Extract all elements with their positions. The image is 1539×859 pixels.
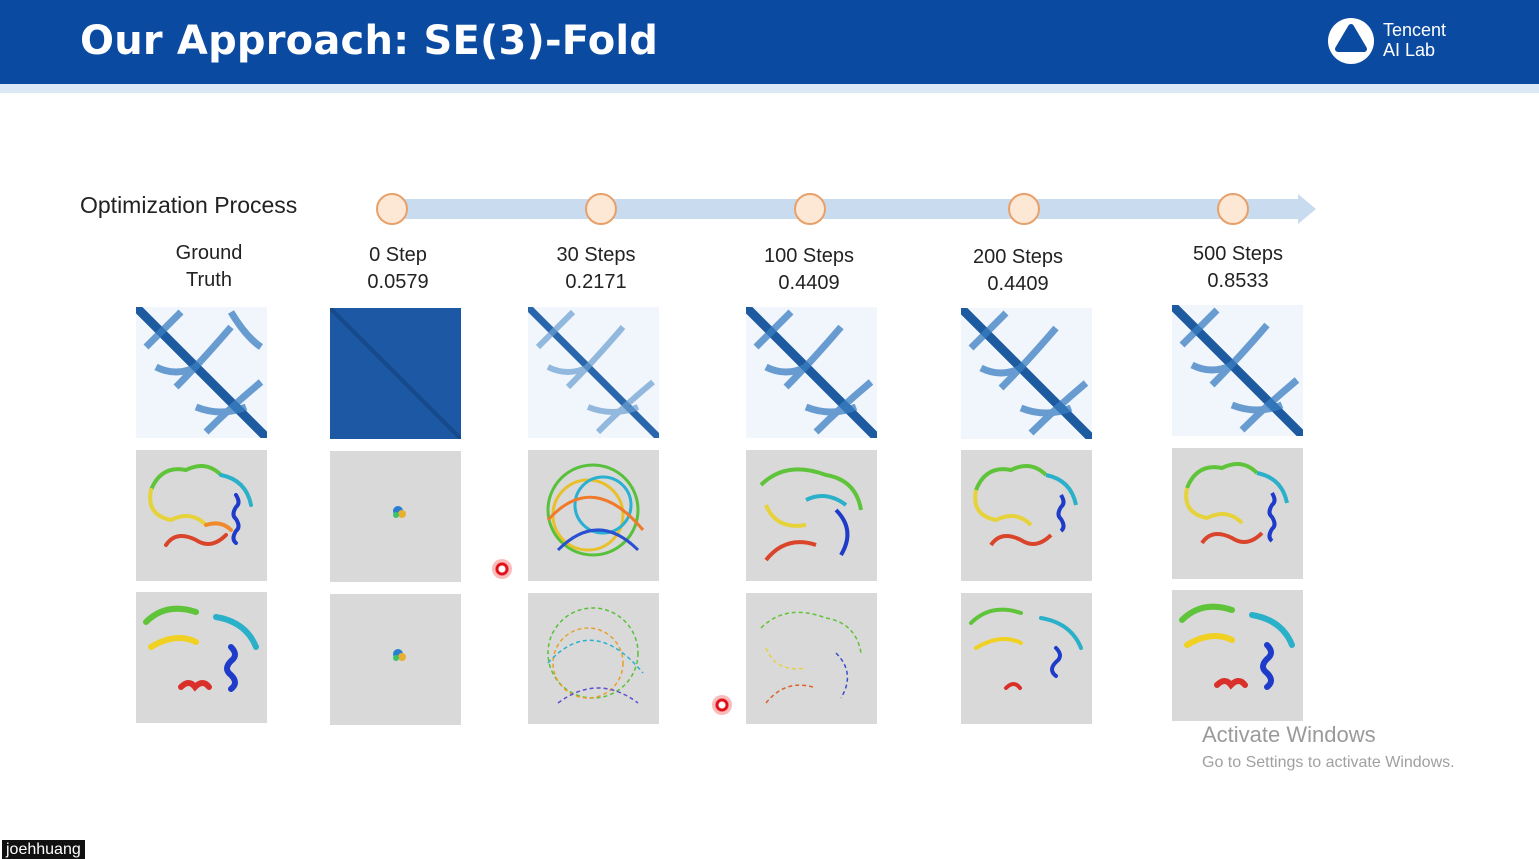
contact-map-30-steps — [528, 307, 659, 438]
cartoon-ground-truth — [136, 592, 267, 723]
tencent-logo-icon — [1328, 18, 1374, 64]
activate-windows-subtitle: Go to Settings to activate Windows. — [1202, 754, 1455, 771]
column-label-score: 0.0579 — [367, 271, 429, 293]
timeline-node-4 — [1217, 193, 1249, 225]
structure-30-steps — [528, 450, 659, 581]
timeline-node-3 — [1008, 193, 1040, 225]
structure-ground-truth — [136, 450, 267, 581]
column-label-name: 500 Steps — [1192, 243, 1284, 265]
column-label-500-steps: 500 Steps 0.8533 — [1158, 241, 1318, 295]
cartoon-0-step — [330, 594, 461, 725]
structure-500-steps — [1172, 448, 1303, 579]
column-label-0-step: 0 Step 0.0579 — [318, 242, 478, 296]
timeline-node-0 — [376, 193, 408, 225]
structure-0-step — [330, 451, 461, 582]
column-label-name: 200 Steps — [972, 246, 1064, 268]
timeline-node-1 — [585, 193, 617, 225]
logo-text-line-1: Tencent — [1383, 20, 1447, 40]
structure-200-steps — [961, 450, 1092, 581]
column-label-line-1: Ground — [175, 242, 243, 264]
column-label-30-steps: 30 Steps 0.2171 — [516, 242, 676, 296]
column-label-name: 0 Step — [369, 244, 427, 266]
timeline-arrow — [376, 193, 1316, 225]
cartoon-500-steps — [1172, 590, 1303, 721]
logo-text-line-2: AI Lab — [1383, 40, 1436, 60]
timeline-node-2 — [794, 193, 826, 225]
contact-map-200-steps — [961, 308, 1092, 439]
column-label-name: 30 Steps — [556, 244, 636, 266]
contact-map-ground-truth — [136, 307, 267, 438]
pointer-dot — [492, 559, 512, 579]
column-label-200-steps: 200 Steps 0.4409 — [938, 244, 1098, 298]
column-label-100-steps: 100 Steps 0.4409 — [729, 243, 889, 297]
column-label-score: 0.2171 — [565, 271, 627, 293]
cartoon-100-steps — [746, 593, 877, 724]
column-label-score: 0.8533 — [1207, 270, 1269, 292]
slide-title: Our Approach: SE(3)-Fold — [80, 18, 659, 64]
column-label-score: 0.4409 — [778, 272, 840, 294]
slide-header — [0, 0, 1539, 84]
cartoon-200-steps — [961, 593, 1092, 724]
column-label-name: 100 Steps — [763, 245, 855, 267]
contact-map-100-steps — [746, 307, 877, 438]
contact-map-0-step — [330, 308, 461, 439]
header-underline — [0, 84, 1539, 93]
logo-text: Tencent AI Lab — [1383, 20, 1446, 60]
column-label-ground-truth: Ground Truth — [129, 240, 289, 294]
contact-map-500-steps — [1172, 305, 1303, 436]
optimization-process-label: Optimization Process — [80, 192, 298, 218]
cartoon-30-steps — [528, 593, 659, 724]
structure-100-steps — [746, 450, 877, 581]
presenter-name-tag: joehhuang — [2, 840, 85, 859]
column-label-line-2: Truth — [186, 269, 232, 291]
column-label-score: 0.4409 — [987, 273, 1049, 295]
activate-windows-title: Activate Windows — [1202, 722, 1376, 747]
pointer-dot — [712, 695, 732, 715]
